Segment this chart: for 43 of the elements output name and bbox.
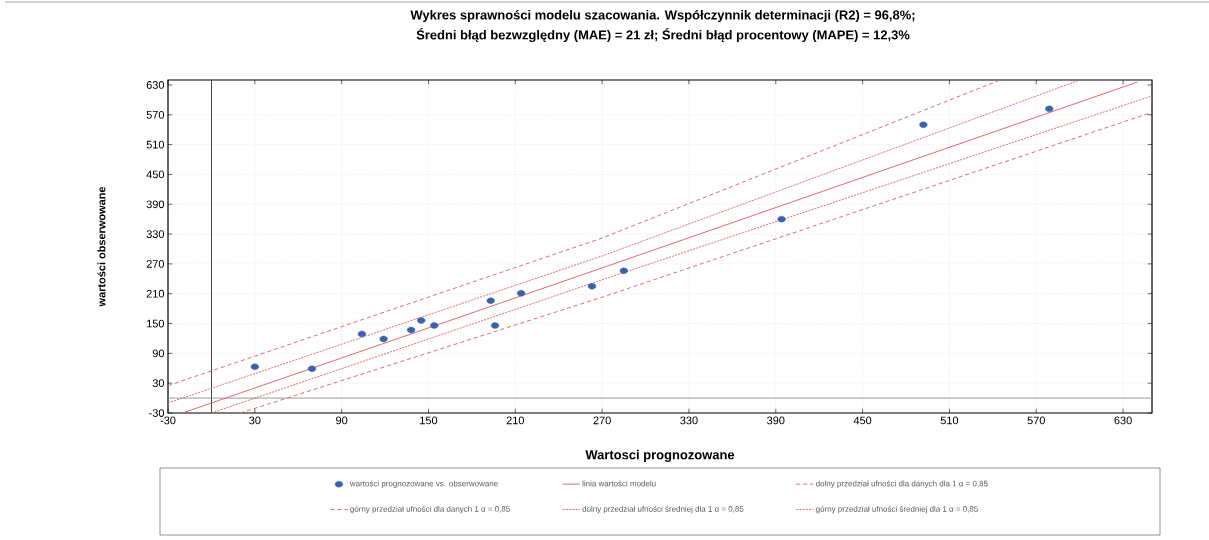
chart-title: Wykres sprawności modelu szacowania. Współczynnik determinacji (R2) = 96,8%; bbox=[410, 9, 915, 23]
y-tick-label: 450 bbox=[146, 170, 165, 179]
x-tick-label: 510 bbox=[940, 416, 959, 425]
point bbox=[430, 322, 439, 329]
x-tick-label: 90 bbox=[336, 416, 348, 425]
point bbox=[379, 335, 388, 343]
point bbox=[357, 330, 367, 338]
y-tick-label: 30 bbox=[152, 379, 165, 388]
point bbox=[307, 365, 317, 372]
x-tick-label: 450 bbox=[853, 416, 872, 425]
y-tick-label: 270 bbox=[146, 260, 165, 268]
point bbox=[486, 297, 495, 304]
x-tick-label: -30 bbox=[160, 416, 176, 425]
point bbox=[587, 283, 597, 290]
x-tick-label: 570 bbox=[1027, 416, 1045, 425]
point bbox=[490, 322, 500, 329]
y-tick-label: 330 bbox=[146, 230, 165, 238]
y-tick-label: 390 bbox=[146, 200, 165, 209]
point bbox=[407, 326, 416, 334]
y-tick-label: 510 bbox=[146, 140, 165, 149]
x-tick-label: 330 bbox=[680, 416, 698, 425]
point bbox=[1045, 105, 1054, 113]
x-axis-title: Wartosci prognozowane bbox=[585, 449, 735, 462]
x-tick-label: 630 bbox=[1114, 416, 1132, 425]
point bbox=[516, 290, 526, 297]
x-tick-label: 270 bbox=[593, 416, 611, 425]
point bbox=[619, 267, 628, 275]
point bbox=[250, 363, 259, 370]
x-tick-label: 30 bbox=[249, 416, 261, 425]
y-tick-label: -30 bbox=[149, 409, 165, 417]
point bbox=[417, 317, 426, 324]
point bbox=[919, 121, 928, 128]
y-axis-title: wartości obserwowane bbox=[97, 186, 106, 307]
y-tick-label: 150 bbox=[147, 319, 165, 328]
x-tick-label: 150 bbox=[420, 416, 438, 425]
x-tick-label: 390 bbox=[767, 416, 785, 425]
y-tick-label: 630 bbox=[146, 81, 165, 89]
x-tick-label: 210 bbox=[506, 416, 524, 425]
chart-subtitle: Średni błąd bezwzględny (MAE) = 21 zł; Średni błąd procentowy (MAPE) = 12,3% bbox=[416, 27, 910, 43]
y-tick-label: 90 bbox=[152, 349, 165, 358]
y-tick-label: 210 bbox=[146, 289, 165, 298]
y-tick-label: 570 bbox=[146, 110, 165, 119]
point bbox=[777, 215, 786, 223]
